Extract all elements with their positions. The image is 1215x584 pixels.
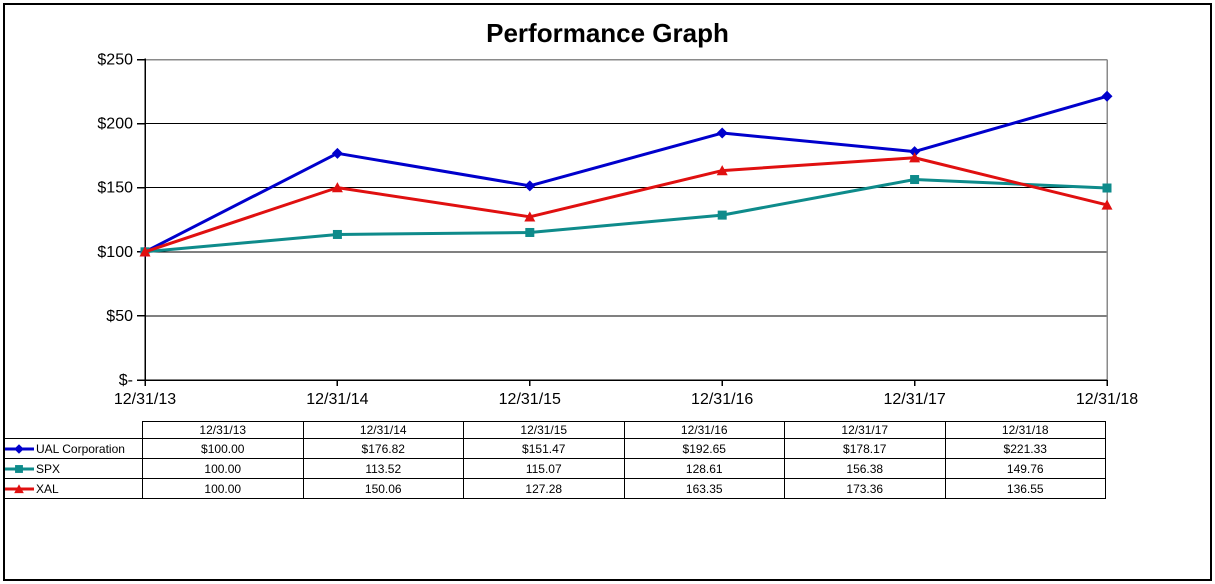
square-marker [1102,183,1112,193]
table-row: UAL Corporation $100.00 $176.82 $151.47 $192… [3,438,1106,459]
table-value-cell: $178.17 [784,438,946,459]
table-value-cell: 100.00 [142,478,304,499]
series-label: UAL Corporation [36,441,125,456]
x-tick-label: 12/31/16 [691,391,753,408]
legend-cell: SPX [3,458,143,479]
performance-data-table: 12/31/13 12/31/14 12/31/15 12/31/16 12/31/17… [3,421,1106,499]
x-tick-label: 12/31/17 [883,391,945,408]
diamond-marker [716,127,728,139]
diamond-marker [14,444,24,455]
table-value-cell: 128.61 [623,458,785,479]
square-icon [5,465,34,474]
triangle-marker [716,165,728,176]
table-header-cell: 12/31/17 [784,421,946,439]
table-value-cell: 136.55 [944,478,1106,499]
x-tick-label: 12/31/14 [306,391,368,408]
diamond-marker [909,146,921,158]
y-tick-label: $200 [97,116,133,133]
triangle-marker [331,182,343,193]
table-value-cell: 149.76 [944,458,1106,479]
table-value-cell: 163.35 [623,478,785,499]
triangle-marker [909,152,921,163]
table-value-cell: 115.07 [463,458,625,479]
table-value-cell: 100.00 [142,458,304,479]
series-label: XAL [36,481,59,496]
diamond-marker [331,147,343,159]
table-header-row: 12/31/13 12/31/14 12/31/15 12/31/16 12/31/17… [4,421,1106,439]
y-tick-label: $100 [97,244,133,261]
series-line-ual-corporation [144,94,1108,254]
square-marker [717,210,727,220]
y-tick-label: $50 [106,308,133,325]
square-marker [910,175,920,185]
square-marker [332,229,342,239]
table-header-cell: 12/31/18 [944,421,1106,439]
table-header-cell: 12/31/15 [463,421,625,439]
table-row: SPX 100.00 113.52 115.07 128.61 156.38 149.76 [3,458,1106,479]
triangle-marker [14,484,24,494]
table-row: XAL 100.00 150.06 127.28 163.35 173.36 136.55 [3,478,1106,499]
triangle-marker [1101,199,1113,210]
y-tick-label: $- [119,372,133,389]
diamond-marker [1101,90,1113,102]
y-tick-label: $250 [97,52,133,69]
table-value-cell: 150.06 [302,478,464,499]
x-tick-label: 12/31/15 [499,391,561,408]
table-value-cell: 173.36 [784,478,946,499]
table-value-cell: $100.00 [142,438,304,459]
performance-chart: $250 $200 $150 $100 $50 $- 12/31/13 12/31/14 12/… [97,52,1138,409]
square-marker [15,465,23,474]
diamond-marker [524,180,536,192]
x-tick-label: 12/31/13 [114,391,176,408]
chart-title: Performance Graph [486,18,729,48]
table-value-cell: $192.65 [623,438,785,459]
table-corner-cell [4,422,143,439]
table-header-cell: 12/31/13 [142,421,304,439]
x-tick-label: 12/31/18 [1076,391,1138,408]
table-header-cell: 12/31/14 [302,421,464,439]
table-value-cell: $221.33 [944,438,1106,459]
diamond-icon [5,444,34,455]
table-value-cell: 113.52 [302,458,464,479]
series-line-spx [144,178,1108,254]
square-marker [525,227,535,237]
table-value-cell: $151.47 [463,438,625,459]
y-tick-label: $150 [97,180,133,197]
triangle-marker [524,211,536,222]
table-value-cell: 156.38 [784,458,946,479]
series-label: SPX [36,461,61,476]
table-value-cell: 127.28 [463,478,625,499]
triangle-icon [5,484,34,494]
series-line-xal [144,156,1108,254]
legend-cell: UAL Corporation [3,438,143,459]
triangle-marker [139,246,151,257]
table-value-cell: $176.82 [302,438,464,459]
table-header-cell: 12/31/16 [623,421,785,439]
legend-cell: XAL [3,478,143,499]
